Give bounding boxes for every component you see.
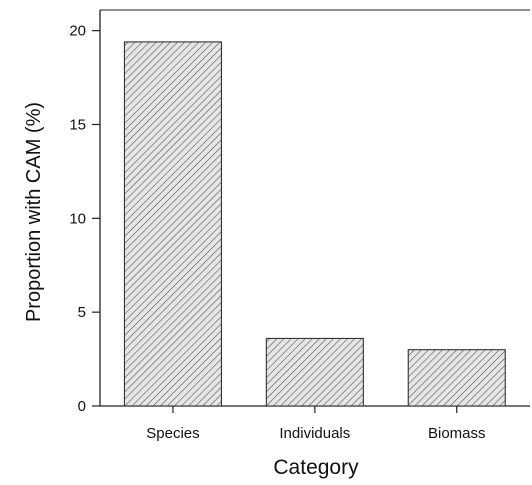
bar-individuals — [265, 337, 364, 407]
x-axis-title: Category — [273, 456, 359, 479]
y-tick-label: 15 — [69, 116, 86, 133]
x-tick-label: Biomass — [428, 425, 486, 442]
y-axis-title: Proportion with CAM (%) — [23, 102, 45, 322]
y-tick-label: 5 — [78, 304, 86, 321]
x-tick-label: Individuals — [279, 425, 350, 442]
y-tick-label: 0 — [78, 398, 86, 415]
y-tick-label: 10 — [69, 210, 86, 227]
bar-species — [123, 41, 222, 407]
y-tick-label: 20 — [69, 23, 86, 40]
x-tick-label: Species — [146, 425, 199, 442]
bars-group — [123, 41, 506, 407]
y-axis: 0 5 10 15 20 — [69, 23, 100, 415]
x-axis: Species Individuals Biomass — [146, 406, 486, 442]
bar-biomass — [407, 349, 506, 407]
